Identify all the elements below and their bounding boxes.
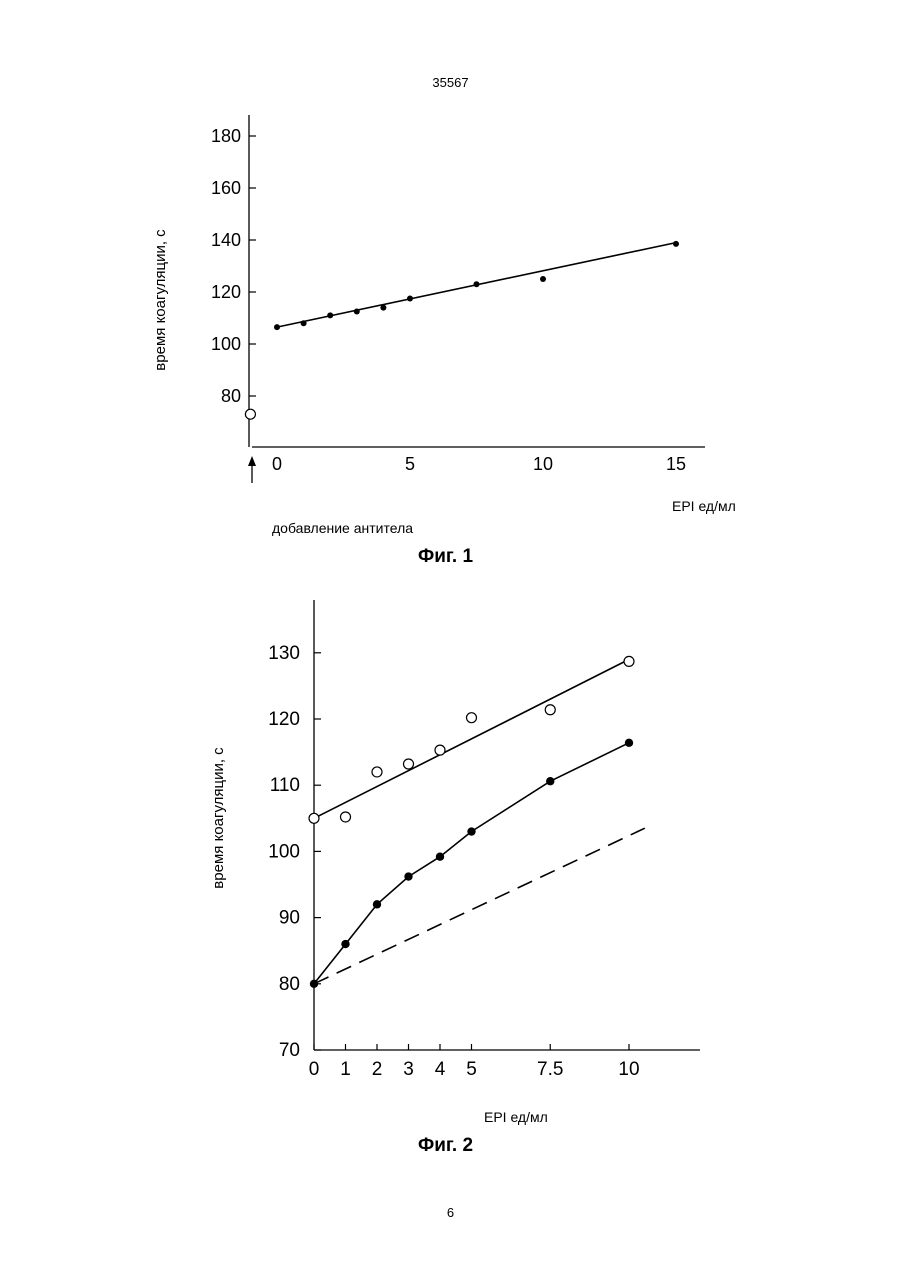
fig2-x-tick-label: 2 (372, 1059, 383, 1080)
fig2-point-open (624, 656, 634, 666)
fig1-x-tick-label: 10 (533, 454, 553, 474)
fig2-y-tick-label: 100 (268, 841, 300, 862)
fig1-point-filled (673, 241, 679, 247)
fig2-fit-line-dashed (314, 828, 645, 984)
fig2-x-tick-label: 0 (309, 1059, 320, 1080)
fig2-x-tick-label: 7.5 (537, 1059, 563, 1080)
fig1-point-filled (407, 296, 413, 302)
fig2-point-filled (546, 777, 554, 785)
fig2-point-open (404, 759, 414, 769)
fig2-x-axis-label: EPI ед/мл (484, 1109, 548, 1125)
fig1-y-tick-label: 120 (211, 282, 241, 302)
figure-2-caption: Фиг. 2 (418, 1135, 473, 1157)
fig2-y-axis-label: время коагуляции, с (210, 747, 227, 889)
fig2-point-filled (404, 872, 412, 880)
fig1-y-tick-label: 100 (211, 334, 241, 354)
fig1-point-filled (274, 324, 280, 330)
page-number-bottom: 6 (0, 1205, 901, 1220)
fig1-y-tick-label: 80 (221, 386, 241, 406)
fig2-y-tick-label: 70 (279, 1040, 300, 1061)
figure-1-caption: Фиг. 1 (418, 546, 473, 568)
fig2-point-filled (436, 852, 444, 860)
figure-1-chart: 80100120140160180051015время коагуляции,… (0, 0, 901, 1273)
fig1-x-axis-label: EPI ед/мл (672, 498, 736, 514)
fig2-y-tick-label: 120 (268, 709, 300, 730)
fig1-point-filled (301, 320, 307, 326)
fig1-point-filled (380, 305, 386, 311)
fig2-fit-line-solid (314, 659, 629, 818)
fig2-point-filled (625, 739, 633, 747)
fig1-point-filled (354, 309, 360, 315)
fig2-point-open (545, 705, 555, 715)
fig2-point-open (341, 812, 351, 822)
fig1-point-filled (474, 281, 480, 287)
fig2-x-tick-label: 3 (403, 1059, 414, 1080)
fig2-point-filled (373, 900, 381, 908)
fig2-y-tick-label: 90 (279, 908, 300, 929)
fig1-x-tick-label: 0 (272, 454, 282, 474)
fig2-point-filled (310, 980, 318, 988)
fig2-point-open (435, 745, 445, 755)
fig2-y-tick-label: 130 (268, 643, 300, 664)
fig2-point-open (467, 713, 477, 723)
fig2-x-tick-label: 10 (618, 1059, 639, 1080)
fig2-point-filled (341, 940, 349, 948)
fig2-x-tick-label: 5 (466, 1059, 477, 1080)
fig2-point-filled (467, 827, 475, 835)
fig1-point-filled (540, 276, 546, 282)
fig1-y-axis-label: время коагуляции, с (152, 229, 169, 371)
fig2-point-open (309, 813, 319, 823)
fig1-x-tick-label: 15 (666, 454, 686, 474)
fig2-y-tick-label: 80 (279, 974, 300, 995)
fig1-point-filled (327, 312, 333, 318)
fig2-x-tick-label: 4 (435, 1059, 446, 1080)
fig1-point-open (245, 409, 255, 419)
fig2-point-open (372, 767, 382, 777)
fig2-y-tick-label: 110 (270, 775, 300, 796)
fig2-x-tick-label: 1 (340, 1059, 351, 1080)
fig1-y-tick-label: 140 (211, 230, 241, 250)
antibody-addition-note: добавление антитела (272, 520, 413, 536)
fig1-y-tick-label: 180 (211, 126, 241, 146)
fig1-y-tick-label: 160 (211, 178, 241, 198)
fig2-fit-line-solid (314, 743, 629, 984)
fig1-x-tick-label: 5 (405, 454, 415, 474)
antibody-arrowhead-icon (248, 456, 256, 466)
